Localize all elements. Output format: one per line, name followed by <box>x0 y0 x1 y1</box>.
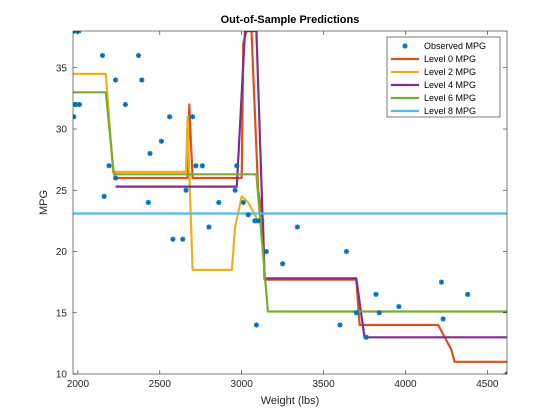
scatter-point <box>234 163 240 169</box>
scatter-point <box>263 248 269 255</box>
x-tick-label: 4500 <box>476 379 499 390</box>
scatter-point <box>139 77 145 83</box>
scatter-point <box>158 138 165 144</box>
scatter-point <box>337 322 343 328</box>
scatter-point <box>253 322 260 328</box>
series-layer <box>73 31 507 363</box>
legend-marker <box>402 43 408 49</box>
legend-label: Level 6 MPG <box>424 93 476 103</box>
legend-label: Level 0 MPG <box>424 54 476 64</box>
legend-label: Level 2 MPG <box>424 67 476 77</box>
scatter-point <box>216 199 222 206</box>
scatter-point <box>170 236 176 242</box>
scatter-point <box>438 279 445 285</box>
legend-label: Level 8 MPG <box>424 106 476 116</box>
x-tick-label: 2500 <box>149 379 172 390</box>
scatter-point <box>465 291 471 297</box>
scatter-point <box>112 77 119 83</box>
scatter-point <box>363 334 369 340</box>
legend: Observed MPG Level 0 MPG Level 2 MPG Level … <box>386 36 501 118</box>
x-tick-label: 3000 <box>231 379 254 390</box>
series-line-level-0 <box>115 31 507 363</box>
y-tick-label: 25 <box>56 186 68 197</box>
scatter-point <box>99 52 106 59</box>
x-tick-label: 2000 <box>67 379 90 390</box>
scatter-point <box>373 291 379 297</box>
scatter-point <box>112 175 119 181</box>
x-axis: 2000 2500 3000 3500 4000 4500 <box>67 31 499 390</box>
x-tick-label: 4000 <box>394 379 417 390</box>
scatter-point <box>280 261 286 267</box>
scatter-point <box>189 114 196 120</box>
scatter-point <box>101 193 107 199</box>
scatter-point <box>193 163 199 169</box>
scatter-point <box>76 31 82 34</box>
x-axis-label: Weight (lbs) <box>261 395 319 407</box>
y-tick-label: 20 <box>56 247 68 258</box>
scatter-point <box>167 114 173 120</box>
axes-box <box>72 30 508 375</box>
scatter-point <box>199 163 205 169</box>
scatter-point <box>255 218 261 224</box>
scatter-layer <box>73 31 507 374</box>
scatter-point <box>245 212 251 218</box>
scatter-point <box>106 163 112 169</box>
scatter-point <box>294 224 300 230</box>
scatter-point <box>504 371 507 374</box>
scatter-point <box>353 310 359 316</box>
scatter-point <box>73 114 77 120</box>
y-axis: 10 15 20 25 30 35 <box>56 63 507 381</box>
scatter-point <box>240 199 246 206</box>
scatter-point <box>232 187 238 193</box>
y-tick-label: 35 <box>56 63 68 74</box>
y-tick-label: 30 <box>56 125 68 136</box>
scatter-point <box>122 101 129 108</box>
scatter-point <box>376 310 382 316</box>
series-line-level-3 <box>73 91 507 313</box>
scatter-point <box>396 304 402 310</box>
legend-label: Observed MPG <box>424 41 486 51</box>
scatter-point <box>180 236 186 242</box>
scatter-point <box>135 52 142 59</box>
scatter-point <box>145 199 151 206</box>
x-tick-label: 3500 <box>312 379 335 390</box>
y-tick-label: 10 <box>56 370 68 381</box>
scatter-point <box>147 150 153 157</box>
scatter-point <box>76 101 83 108</box>
scatter-point <box>440 316 446 322</box>
legend-label: Level 4 MPG <box>424 80 476 90</box>
scatter-point <box>206 224 212 230</box>
series-line-level-2 <box>115 31 507 339</box>
legend-box <box>386 36 501 118</box>
chart-title: Out-of-Sample Predictions <box>221 14 360 26</box>
scatter-point <box>343 248 350 255</box>
series-line-level-1 <box>73 72 265 271</box>
scatter-point <box>183 187 189 193</box>
y-axis-label: MPG <box>38 190 50 215</box>
y-tick-label: 15 <box>56 308 68 319</box>
